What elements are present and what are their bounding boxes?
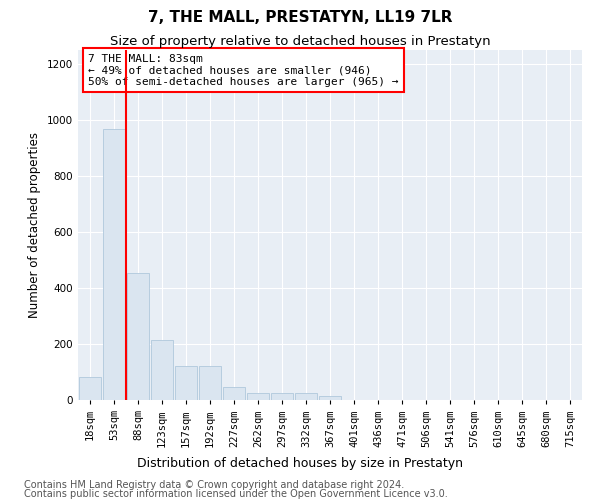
Bar [103,129,125,400]
Bar [199,366,221,400]
Text: 7 THE MALL: 83sqm
← 49% of detached houses are smaller (946)
50% of semi-detache: 7 THE MALL: 83sqm ← 49% of detached hous… [88,54,398,86]
Text: Distribution of detached houses by size in Prestatyn: Distribution of detached houses by size … [137,458,463,470]
Bar [319,396,341,400]
Bar [247,393,269,400]
Bar [295,393,317,400]
Bar [79,377,101,400]
Bar [271,393,293,400]
Y-axis label: Number of detached properties: Number of detached properties [28,132,41,318]
Bar [175,366,197,400]
Text: Size of property relative to detached houses in Prestatyn: Size of property relative to detached ho… [110,35,490,48]
Text: Contains public sector information licensed under the Open Government Licence v3: Contains public sector information licen… [24,489,448,499]
Bar [223,387,245,400]
Bar [127,274,149,400]
Text: Contains HM Land Registry data © Crown copyright and database right 2024.: Contains HM Land Registry data © Crown c… [24,480,404,490]
Text: 7, THE MALL, PRESTATYN, LL19 7LR: 7, THE MALL, PRESTATYN, LL19 7LR [148,10,452,25]
Bar [151,340,173,400]
